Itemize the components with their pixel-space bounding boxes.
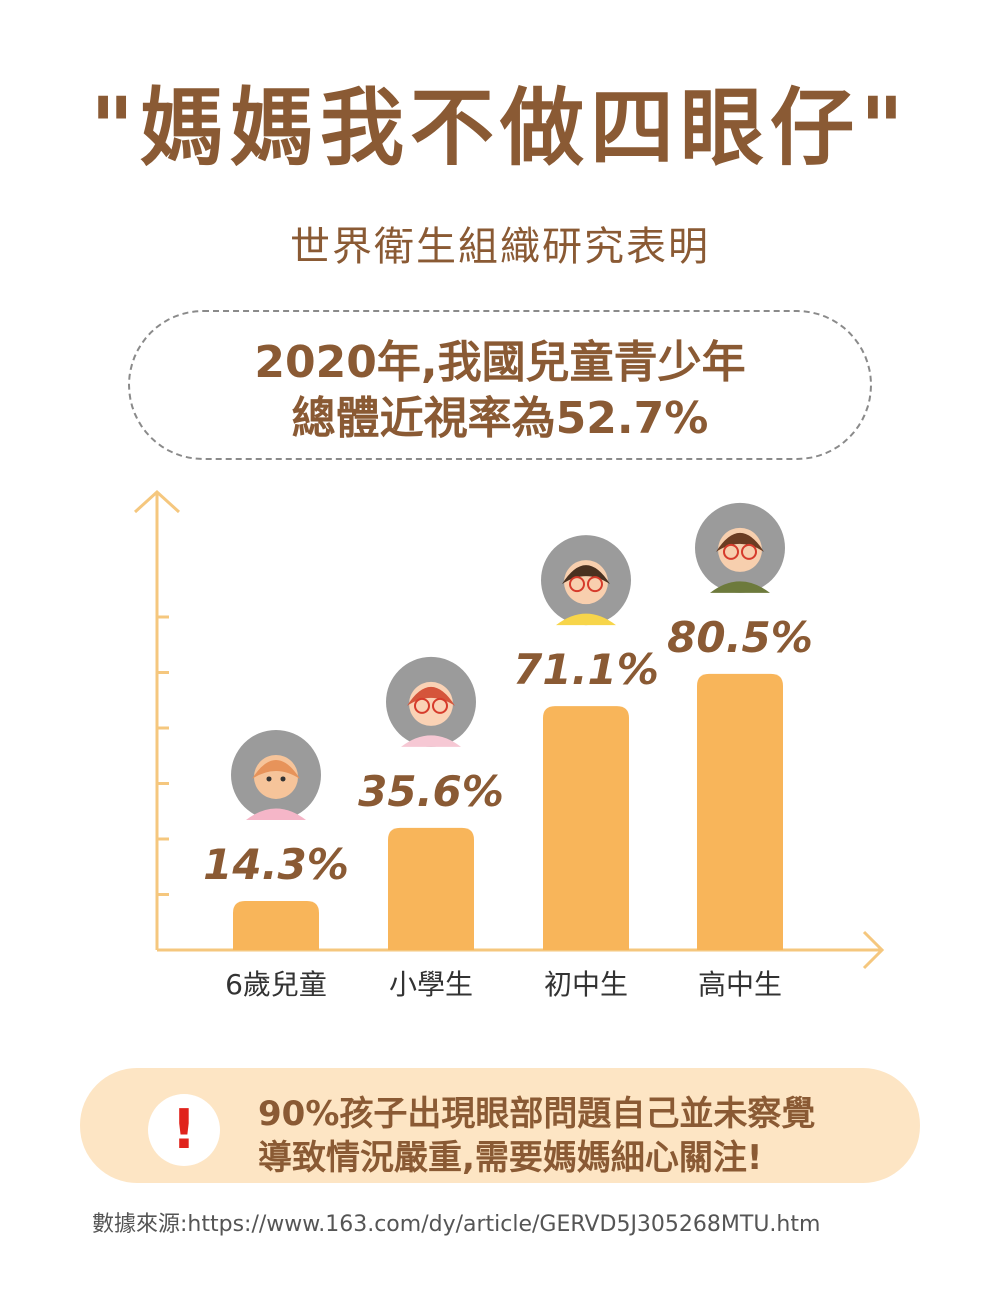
glasses-icon — [723, 543, 739, 560]
bar — [233, 900, 319, 950]
headline-line-2: 總體近視率為52.7% — [291, 393, 709, 444]
bar — [543, 706, 629, 950]
glasses-icon — [587, 576, 603, 593]
avatar-shirt — [246, 808, 306, 820]
y-axis-arrow — [133, 489, 181, 514]
x-axis-arrow — [862, 930, 885, 970]
x-tick-label: 初中生 — [544, 968, 628, 1001]
exclamation-icon: ! — [148, 1094, 220, 1166]
glasses-icon — [414, 697, 430, 714]
data-label: 35.6% — [358, 767, 504, 816]
glasses-icon — [432, 697, 448, 714]
headline-line-1: 2020年,我國兒童青少年 — [254, 337, 746, 388]
x-tick-label: 小學生 — [389, 968, 473, 1001]
avatar-shirt — [556, 613, 616, 626]
notice-banner — [80, 1068, 920, 1183]
avatar-shirt — [710, 581, 770, 593]
x-tick-label: 6歲兒童 — [225, 968, 327, 1001]
avatar-hair — [562, 565, 610, 585]
data-label: 14.3% — [203, 840, 349, 889]
subtitle: 世界衛生組織研究表明 — [290, 224, 710, 270]
bar — [388, 827, 474, 950]
avatar-eye — [280, 776, 286, 782]
avatar-hair — [252, 759, 300, 779]
avatar-hair — [716, 532, 764, 552]
notice-line-2: 導致情況嚴重,需要媽媽細心關注! — [258, 1138, 763, 1178]
page-title: "媽媽我不做四眼仔" — [90, 79, 910, 177]
glasses-icon — [741, 543, 757, 560]
avatar-eye — [266, 776, 272, 782]
data-label: 71.1% — [513, 645, 659, 694]
bar — [697, 673, 783, 950]
avatar-shirt — [401, 735, 461, 747]
notice-line-1: 90%孩子出現眼部問題自己並未察覺 — [258, 1094, 816, 1134]
data-source: 數據來源:https://www.163.com/dy/article/GERV… — [92, 1212, 821, 1237]
avatar-hair — [407, 686, 455, 706]
myopia-bar-chart: 14.3% 6歲兒童 35.6% 小學生 71.1% 初中生 80.5% 高中生 — [133, 489, 885, 1001]
x-tick-label: 高中生 — [698, 968, 782, 1001]
glasses-icon — [569, 576, 585, 593]
headline-box — [128, 310, 872, 460]
data-label: 80.5% — [667, 613, 813, 662]
